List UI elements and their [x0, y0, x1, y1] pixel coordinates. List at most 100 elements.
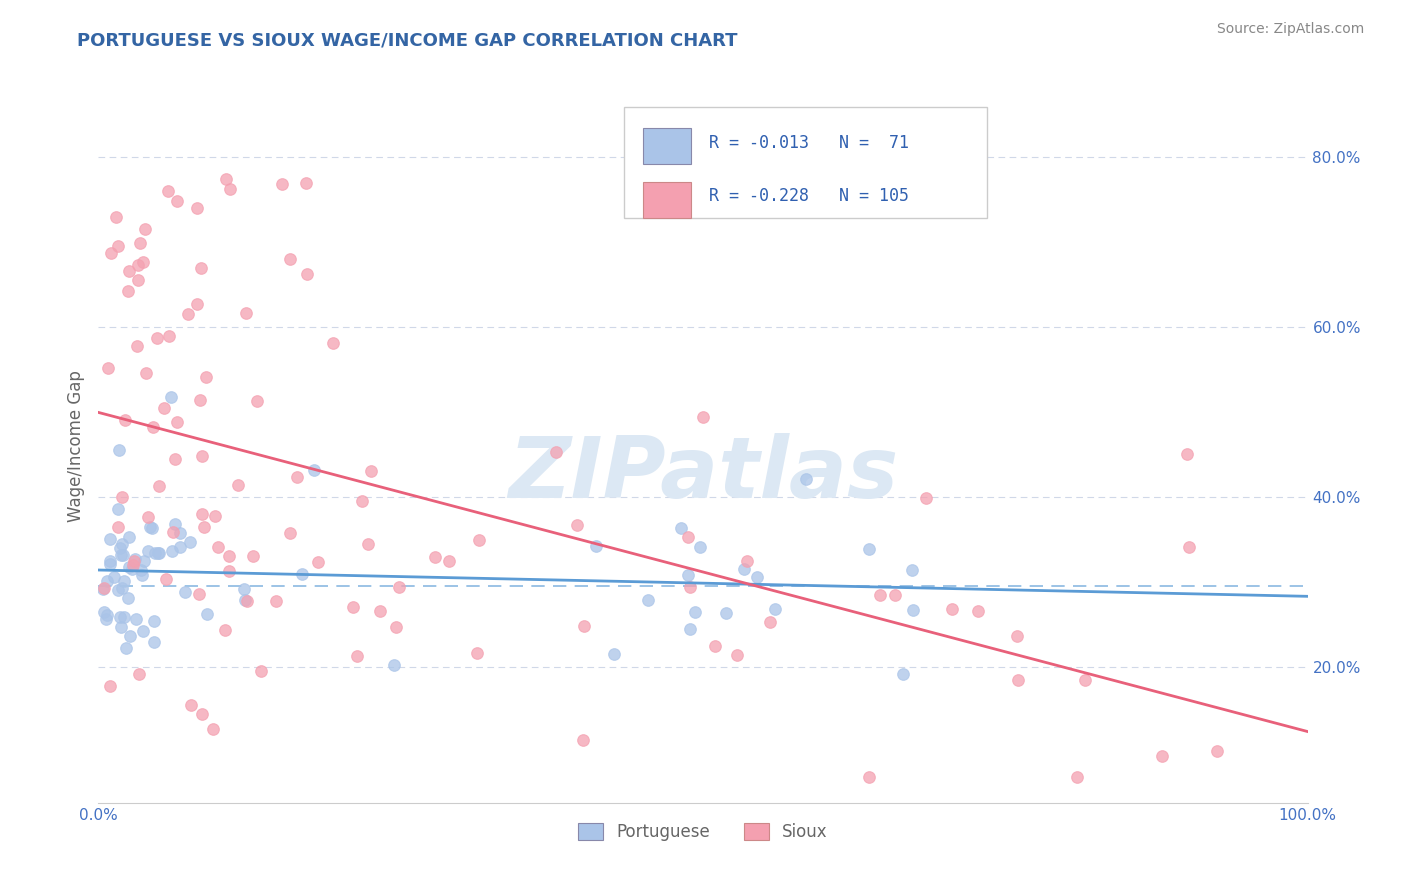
Point [112, 610, 135, 624]
Point [180, 698, 202, 712]
Point [142, 634, 165, 648]
FancyBboxPatch shape [643, 128, 690, 164]
Point [129, 563, 152, 577]
Point [759, 615, 782, 629]
Point [271, 177, 294, 191]
Legend: Portuguese, Sioux: Portuguese, Sioux [572, 816, 834, 848]
Point [143, 614, 166, 628]
Point [120, 628, 142, 642]
Point [235, 306, 257, 320]
Point [132, 554, 155, 568]
Point [1175, 448, 1198, 462]
Point [901, 563, 924, 577]
Point [190, 260, 212, 275]
Point [115, 641, 138, 656]
Point [143, 546, 166, 560]
Point [134, 221, 156, 235]
Point [132, 254, 155, 268]
Point [468, 533, 491, 548]
Point [111, 548, 134, 562]
Point [157, 329, 180, 343]
Point [163, 452, 186, 467]
Point [692, 409, 714, 424]
Point [124, 552, 146, 566]
Point [110, 610, 132, 624]
Point [1074, 673, 1097, 687]
Point [676, 531, 699, 545]
Point [218, 549, 240, 564]
Point [191, 508, 214, 522]
Point [574, 619, 596, 633]
Point [162, 524, 184, 539]
Point [160, 543, 183, 558]
Point [193, 520, 215, 534]
Point [128, 235, 150, 250]
Point [725, 648, 748, 662]
Point [544, 444, 567, 458]
Point [110, 581, 132, 595]
Point [117, 591, 139, 606]
Point [93, 581, 115, 595]
Point [360, 464, 382, 478]
Point [96, 612, 118, 626]
Text: ZIPatlas: ZIPatlas [508, 433, 898, 516]
Point [903, 603, 925, 617]
Point [195, 607, 218, 621]
FancyBboxPatch shape [624, 107, 987, 218]
Point [93, 606, 115, 620]
Point [110, 548, 132, 562]
Point [96, 608, 118, 623]
Point [108, 443, 131, 458]
Point [201, 723, 224, 737]
Point [169, 525, 191, 540]
FancyBboxPatch shape [643, 182, 690, 218]
Point [112, 574, 135, 588]
Point [745, 569, 768, 583]
Point [735, 553, 758, 567]
Point [146, 331, 169, 345]
Point [233, 593, 256, 607]
Point [191, 449, 214, 463]
Point [763, 602, 786, 616]
Point [160, 391, 183, 405]
Point [108, 541, 131, 555]
Point [173, 585, 195, 599]
Point [967, 604, 990, 618]
Point [264, 594, 287, 608]
Point [382, 658, 405, 673]
Point [107, 502, 129, 516]
Point [295, 267, 318, 281]
Point [142, 420, 165, 434]
Point [891, 666, 914, 681]
Point [191, 706, 214, 721]
Point [214, 623, 236, 637]
Point [858, 542, 880, 557]
Point [146, 546, 169, 560]
Point [242, 549, 264, 563]
Point [98, 554, 121, 568]
Point [215, 172, 238, 186]
Point [679, 580, 702, 594]
Point [1205, 744, 1227, 758]
Point [141, 521, 163, 535]
Point [226, 478, 249, 492]
Text: R = -0.013   N =  71: R = -0.013 N = 71 [709, 134, 910, 152]
Point [121, 558, 143, 572]
Point [163, 517, 186, 532]
Point [1007, 629, 1029, 643]
Point [186, 296, 208, 310]
Point [100, 558, 122, 572]
Point [117, 284, 139, 298]
Point [107, 520, 129, 534]
Point [207, 541, 229, 555]
Text: R = -0.228   N = 105: R = -0.228 N = 105 [709, 187, 910, 205]
Point [423, 549, 446, 564]
Point [121, 562, 143, 576]
Point [914, 491, 936, 506]
Point [122, 554, 145, 568]
Text: PORTUGUESE VS SIOUX WAGE/INCOME GAP CORRELATION CHART: PORTUGUESE VS SIOUX WAGE/INCOME GAP CORR… [77, 31, 738, 49]
Point [136, 510, 159, 524]
Point [245, 394, 267, 409]
Point [219, 182, 242, 196]
Point [114, 412, 136, 426]
